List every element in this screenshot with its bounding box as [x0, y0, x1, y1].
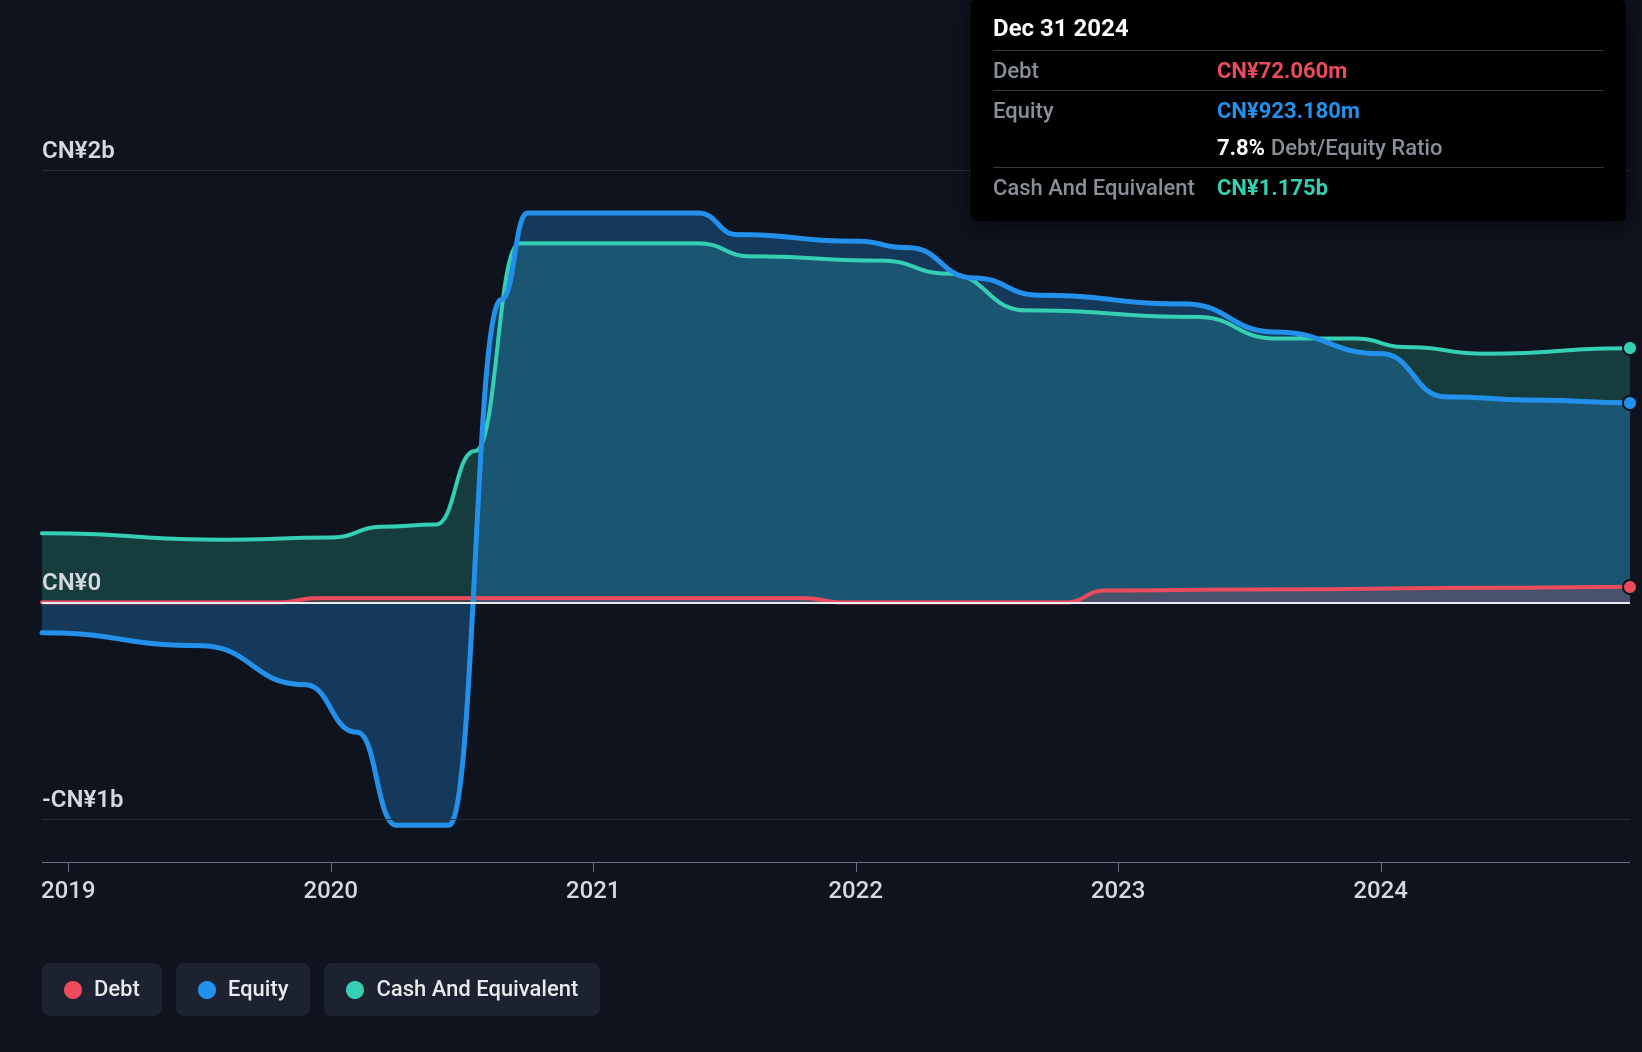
x-axis-label: 2021 — [566, 876, 621, 904]
y-axis-label: CN¥0 — [42, 568, 101, 596]
legend-label: Debt — [94, 977, 140, 1002]
tooltip-label-equity: Equity — [993, 99, 1217, 124]
tooltip-label-debt: Debt — [993, 59, 1217, 84]
x-axis-label: 2019 — [41, 876, 96, 904]
financials-chart: -CN¥1bCN¥0CN¥2b 201920202021202220232024… — [0, 0, 1642, 1052]
legend-label: Equity — [228, 977, 289, 1002]
x-axis-label: 2020 — [303, 876, 358, 904]
tooltip-row-debt: Debt CN¥72.060m — [993, 50, 1604, 90]
legend-label: Cash And Equivalent — [376, 977, 578, 1002]
x-tick — [1381, 862, 1382, 872]
chart-tooltip: Dec 31 2024 Debt CN¥72.060m Equity CN¥92… — [971, 0, 1626, 221]
x-axis-label: 2024 — [1353, 876, 1408, 904]
tooltip-row-ratio: 7.8% Debt/Equity Ratio — [993, 130, 1604, 167]
baseline — [42, 602, 1630, 604]
y-axis-label: CN¥2b — [42, 136, 115, 164]
legend-dot-icon — [198, 981, 216, 999]
x-tick — [1118, 862, 1119, 872]
x-axis: 201920202021202220232024 — [42, 862, 1630, 900]
series-area-equity — [42, 213, 1630, 825]
legend-dot-icon — [64, 981, 82, 999]
legend-item-debt[interactable]: Debt — [42, 963, 162, 1016]
end-marker-equity — [1622, 395, 1638, 411]
tooltip-value-cash: CN¥1.175b — [1217, 176, 1328, 201]
x-tick — [593, 862, 594, 872]
tooltip-ratio-label: Debt/Equity Ratio — [1271, 136, 1443, 161]
tooltip-ratio-pct: 7.8% — [1217, 136, 1265, 161]
end-marker-debt — [1622, 579, 1638, 595]
tooltip-row-cash: Cash And Equivalent CN¥1.175b — [993, 167, 1604, 207]
chart-legend: Debt Equity Cash And Equivalent — [42, 963, 600, 1016]
end-marker-cash — [1622, 340, 1638, 356]
tooltip-value-equity: CN¥923.180m — [1217, 99, 1360, 124]
tooltip-value-debt: CN¥72.060m — [1217, 59, 1347, 84]
legend-dot-icon — [346, 981, 364, 999]
x-axis-line — [42, 862, 1630, 863]
x-axis-label: 2023 — [1091, 876, 1146, 904]
x-axis-label: 2022 — [828, 876, 883, 904]
x-tick — [856, 862, 857, 872]
tooltip-date: Dec 31 2024 — [993, 14, 1604, 50]
legend-item-equity[interactable]: Equity — [176, 963, 311, 1016]
tooltip-label-cash: Cash And Equivalent — [993, 176, 1217, 201]
x-tick — [68, 862, 69, 872]
x-tick — [331, 862, 332, 872]
tooltip-row-equity: Equity CN¥923.180m — [993, 90, 1604, 130]
gridline — [42, 819, 1630, 820]
y-axis-label: -CN¥1b — [42, 785, 124, 813]
legend-item-cash[interactable]: Cash And Equivalent — [324, 963, 600, 1016]
